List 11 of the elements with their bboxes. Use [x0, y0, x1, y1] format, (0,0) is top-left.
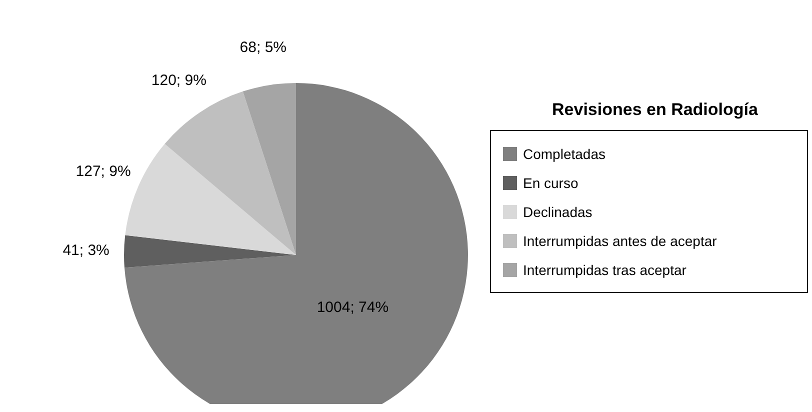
legend-title: Revisiones en Radiología — [551, 100, 759, 120]
legend-label: Interrumpidas antes de aceptar — [523, 232, 717, 248]
data-label: 127; 9% — [76, 163, 131, 180]
data-label: 68; 5% — [240, 39, 286, 56]
legend-label: Declinadas — [523, 204, 592, 220]
data-label: 1004; 74% — [316, 299, 389, 316]
data-label: 120; 9% — [151, 72, 206, 90]
legend-label: Completadas — [523, 146, 606, 162]
legend-label: Interrumpidas tras aceptar — [523, 262, 686, 278]
legend-label: En curso — [523, 174, 578, 190]
data-label: 41; 3% — [62, 242, 110, 260]
